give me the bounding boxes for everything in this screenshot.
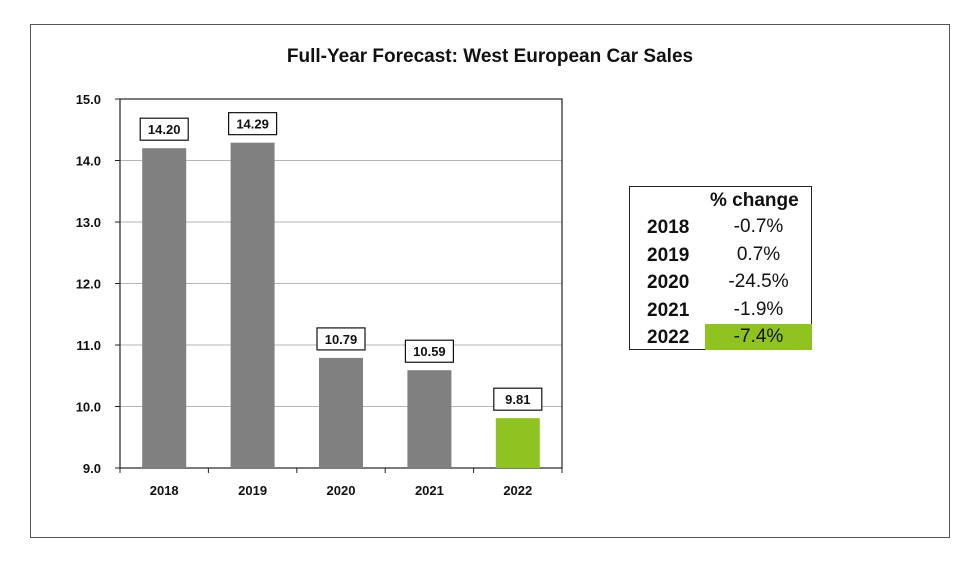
data-label-box [404, 339, 454, 363]
data-label-box [139, 117, 189, 141]
row-change: -0.7% [733, 216, 784, 237]
x-tick-label: 2018 [150, 483, 179, 498]
bar [319, 357, 363, 468]
data-label: 10.79 [325, 332, 358, 347]
row-change: -7.4% [705, 324, 812, 350]
data-label: 10.59 [413, 344, 446, 359]
y-tick-label: 14.0 [76, 154, 101, 169]
row-change: 0.7% [736, 243, 781, 265]
y-tick-label: 10.0 [76, 400, 101, 415]
table-header: % change [630, 188, 811, 212]
table-row: 2021 -1.9% [630, 297, 811, 324]
y-tick-label: 13.0 [76, 215, 101, 230]
x-tick-label: 2022 [503, 483, 532, 498]
row-year: 2018 [647, 217, 690, 238]
row-change: -24.5% [728, 271, 789, 292]
table-row: 2018 -0.7% [630, 214, 811, 241]
bar [407, 370, 452, 468]
chart-title: Full-Year Forecast: West European Car Sa… [286, 46, 694, 67]
table-row: 2020 -24.5% [630, 269, 811, 296]
data-label: 14.29 [236, 117, 269, 132]
row-year: 2022 [647, 327, 690, 348]
row-change: -1.9% [733, 298, 784, 320]
data-label-box [493, 387, 543, 411]
y-tick-label: 12.0 [76, 277, 101, 292]
bar [495, 418, 540, 468]
table-header-label: % change [710, 190, 799, 211]
data-label: 9.81 [505, 392, 530, 407]
data-label: 14.20 [148, 122, 181, 137]
row-year: 2020 [647, 272, 690, 293]
y-tick-label: 9.0 [83, 461, 101, 476]
row-year: 2021 [647, 299, 690, 321]
data-label-box [228, 112, 278, 136]
y-tick-label: 11.0 [76, 338, 101, 353]
percent-change-table: % change 2018 -0.7% 2019 0.7% 2020 -24.5% 2021… [629, 186, 812, 350]
bar [142, 148, 187, 468]
table-row: 2022 -7.4% [630, 324, 812, 351]
row-year: 2019 [647, 244, 690, 266]
table-row: 2019 0.7% [630, 242, 811, 269]
y-tick-label: 15.0 [76, 92, 101, 107]
bar [230, 142, 275, 469]
x-tick-label: 2020 [327, 483, 356, 498]
x-tick-label: 2019 [238, 483, 267, 498]
x-tick-label: 2021 [415, 483, 444, 498]
data-label-box [316, 327, 366, 351]
